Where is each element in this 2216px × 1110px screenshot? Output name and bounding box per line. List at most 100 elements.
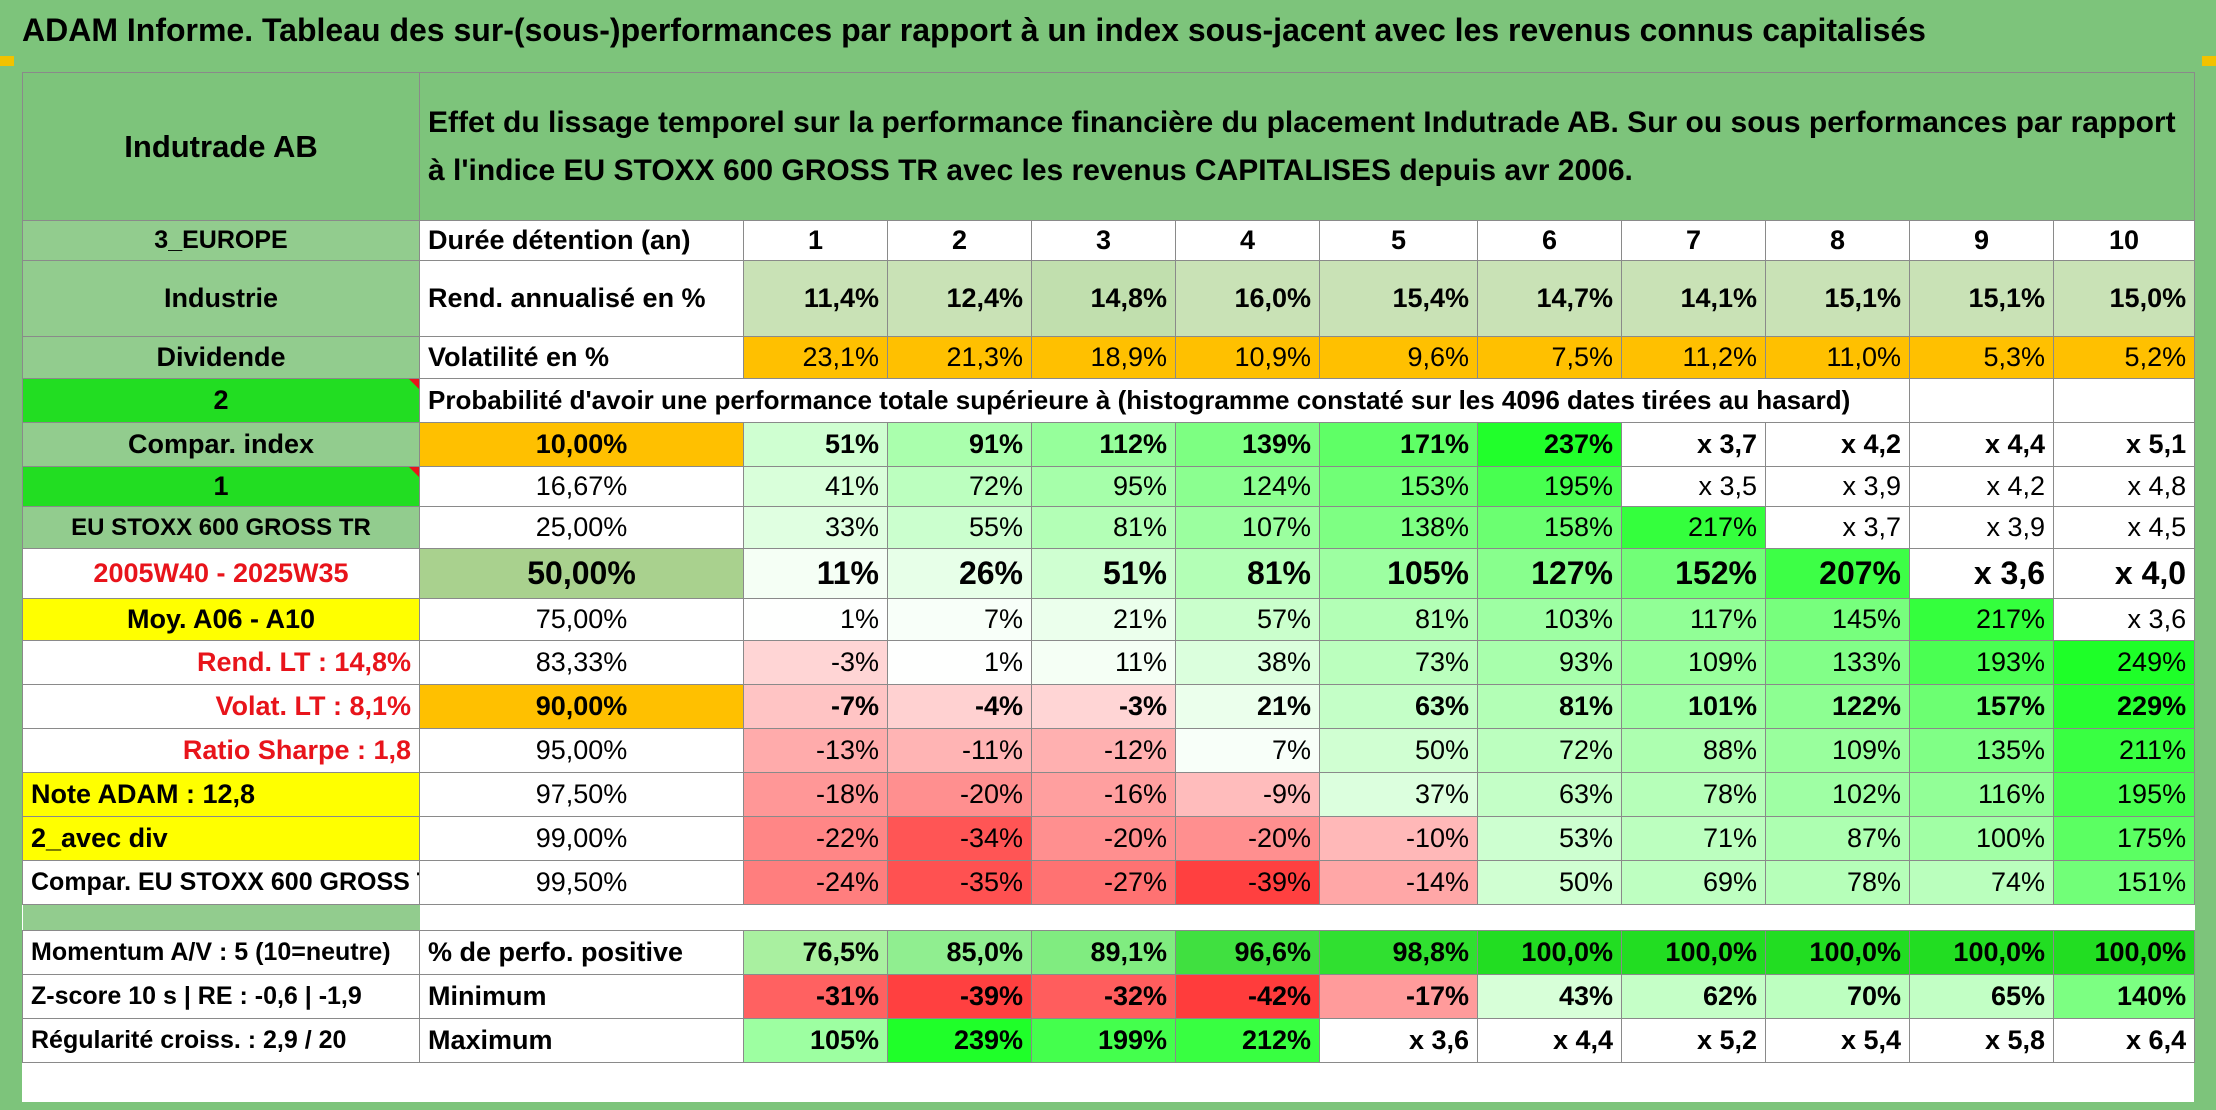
quantile-value: 50% xyxy=(1319,728,1478,773)
quantile-row: Note ADAM : 12,8 97,50% -18% -20% -16% -9% 37%… xyxy=(22,772,2196,817)
summary-value: -17% xyxy=(1319,974,1478,1019)
quantile-percent: 99,50% xyxy=(419,860,744,905)
quantile-value: 109% xyxy=(1765,728,1910,773)
quantile-value: -35% xyxy=(887,860,1032,905)
return-cell: 11,4% xyxy=(743,260,888,337)
quantile-value: -11% xyxy=(887,728,1032,773)
quantile-value: 195% xyxy=(1477,466,1622,507)
quantile-value: 229% xyxy=(2052,684,2196,729)
quantile-value: -22% xyxy=(743,816,888,861)
quantile-value: 78% xyxy=(1765,860,1910,905)
quantile-value: x 3,7 xyxy=(1621,422,1766,467)
quantile-value: 63% xyxy=(1319,684,1478,729)
quantile-value: 53% xyxy=(1477,816,1622,861)
quantile-row: EU STOXX 600 GROSS TR 25,00% 33% 55% 81% 107%… xyxy=(22,506,2196,549)
summary-metric-label: % de perfo. positive xyxy=(419,930,744,975)
summary-value: x 3,6 xyxy=(1319,1018,1478,1063)
volatility-cell: 5,2% xyxy=(2052,336,2196,379)
summary-value: 199% xyxy=(1031,1018,1176,1063)
summary-value: 100,0% xyxy=(1621,930,1766,975)
quantile-row-label: Moy. A06 - A10 xyxy=(22,598,420,641)
corner-mark-left xyxy=(0,56,14,66)
quantile-value: 63% xyxy=(1477,772,1622,817)
quantile-row: Compar. EU STOXX 600 GROSS TR 99,50% -24% -… xyxy=(22,860,2196,905)
return-cell: 15,1% xyxy=(1765,260,1910,337)
quantile-value: 1% xyxy=(887,640,1032,685)
quantile-value: 101% xyxy=(1621,684,1766,729)
volatility-label: Volatilité en % xyxy=(419,336,744,379)
quantile-row-label: Rend. LT : 14,8% xyxy=(22,640,420,685)
quantile-value: 157% xyxy=(1909,684,2054,729)
quantile-value: x 3,7 xyxy=(1765,506,1910,549)
quantile-value: 72% xyxy=(887,466,1032,507)
quantile-row-label: Note ADAM : 12,8 xyxy=(22,772,420,817)
volatility-cell: 23,1% xyxy=(743,336,888,379)
quantile-value: 87% xyxy=(1765,816,1910,861)
quantile-value: 57% xyxy=(1175,598,1320,641)
empty-cell xyxy=(2052,378,2196,423)
quantile-value: 95% xyxy=(1031,466,1176,507)
quantile-value: 37% xyxy=(1319,772,1478,817)
performance-table: Indutrade AB Effet du lissage temporel s… xyxy=(22,72,2196,1063)
sector-label: Industrie xyxy=(22,260,420,337)
volatility-cell: 11,0% xyxy=(1765,336,1910,379)
quantile-value: 1% xyxy=(743,598,888,641)
quantile-value: 74% xyxy=(1909,860,2054,905)
quantile-value: x 3,6 xyxy=(2052,598,2196,641)
quantile-value: 100% xyxy=(1909,816,2054,861)
quantile-value: 105% xyxy=(1319,548,1478,599)
volatility-cell: 18,9% xyxy=(1031,336,1176,379)
quantile-value: -39% xyxy=(1175,860,1320,905)
quantile-row-label: Compar. index xyxy=(22,422,420,467)
year-header: 4 xyxy=(1175,220,1320,261)
summary-value: x 6,4 xyxy=(2052,1018,2196,1063)
summary-value: 239% xyxy=(887,1018,1032,1063)
summary-value: 85,0% xyxy=(887,930,1032,975)
volatility-cell: 5,3% xyxy=(1909,336,2054,379)
quantile-value: x 4,8 xyxy=(2052,466,2196,507)
quantile-value: 237% xyxy=(1477,422,1622,467)
quantile-value: 107% xyxy=(1175,506,1320,549)
quantile-percent: 97,50% xyxy=(419,772,744,817)
quantile-value: 21% xyxy=(1031,598,1176,641)
year-header: 2 xyxy=(887,220,1032,261)
summary-row-label: Momentum A/V : 5 (10=neutre) xyxy=(22,930,420,975)
report-title: ADAM Informe. Tableau des sur-(sous-)per… xyxy=(0,0,2216,60)
summary-value: 62% xyxy=(1621,974,1766,1019)
summary-row: Momentum A/V : 5 (10=neutre)% de perfo. … xyxy=(22,930,2196,975)
quantile-row: Compar. index 10,00% 51% 91% 112% 139% 171% 237… xyxy=(22,422,2196,467)
quantile-value: 72% xyxy=(1477,728,1622,773)
quantile-value: 73% xyxy=(1319,640,1478,685)
header-description: Effet du lissage temporel sur la perform… xyxy=(418,72,2196,221)
volatility-cell: 7,5% xyxy=(1477,336,1622,379)
quantile-percent: 95,00% xyxy=(419,728,744,773)
quantile-value: 7% xyxy=(1175,728,1320,773)
quantile-value: 171% xyxy=(1319,422,1478,467)
quantile-value: 11% xyxy=(743,548,888,599)
quantile-percent: 83,33% xyxy=(419,640,744,685)
return-cell: 16,0% xyxy=(1175,260,1320,337)
quantile-percent: 90,00% xyxy=(419,684,744,729)
spacer-cell xyxy=(22,904,420,931)
quantile-row: Volat. LT : 8,1% 90,00% -7% -4% -3% 21% 63% 81%… xyxy=(22,684,2196,729)
summary-value: 89,1% xyxy=(1031,930,1176,975)
quantile-value: 26% xyxy=(887,548,1032,599)
summary-row-label: Régularité croiss. : 2,9 / 20 xyxy=(22,1018,420,1063)
quantile-value: 112% xyxy=(1031,422,1176,467)
quantile-value: x 4,2 xyxy=(1765,422,1910,467)
quantile-percent: 50,00% xyxy=(419,548,744,599)
quantile-value: 88% xyxy=(1621,728,1766,773)
quantile-value: -34% xyxy=(887,816,1032,861)
quantile-row-label: Ratio Sharpe : 1,8 xyxy=(22,728,420,773)
spacer-cell xyxy=(419,904,2195,931)
quantile-value: -10% xyxy=(1319,816,1478,861)
quantile-value: 195% xyxy=(2052,772,2196,817)
year-header: 6 xyxy=(1477,220,1622,261)
summary-value: 70% xyxy=(1765,974,1910,1019)
summary-value: -32% xyxy=(1031,974,1176,1019)
quantile-value: -20% xyxy=(1031,816,1176,861)
summary-value: 105% xyxy=(743,1018,888,1063)
quantile-value: -7% xyxy=(743,684,888,729)
quantile-value: -3% xyxy=(1031,684,1176,729)
quantile-value: 103% xyxy=(1477,598,1622,641)
